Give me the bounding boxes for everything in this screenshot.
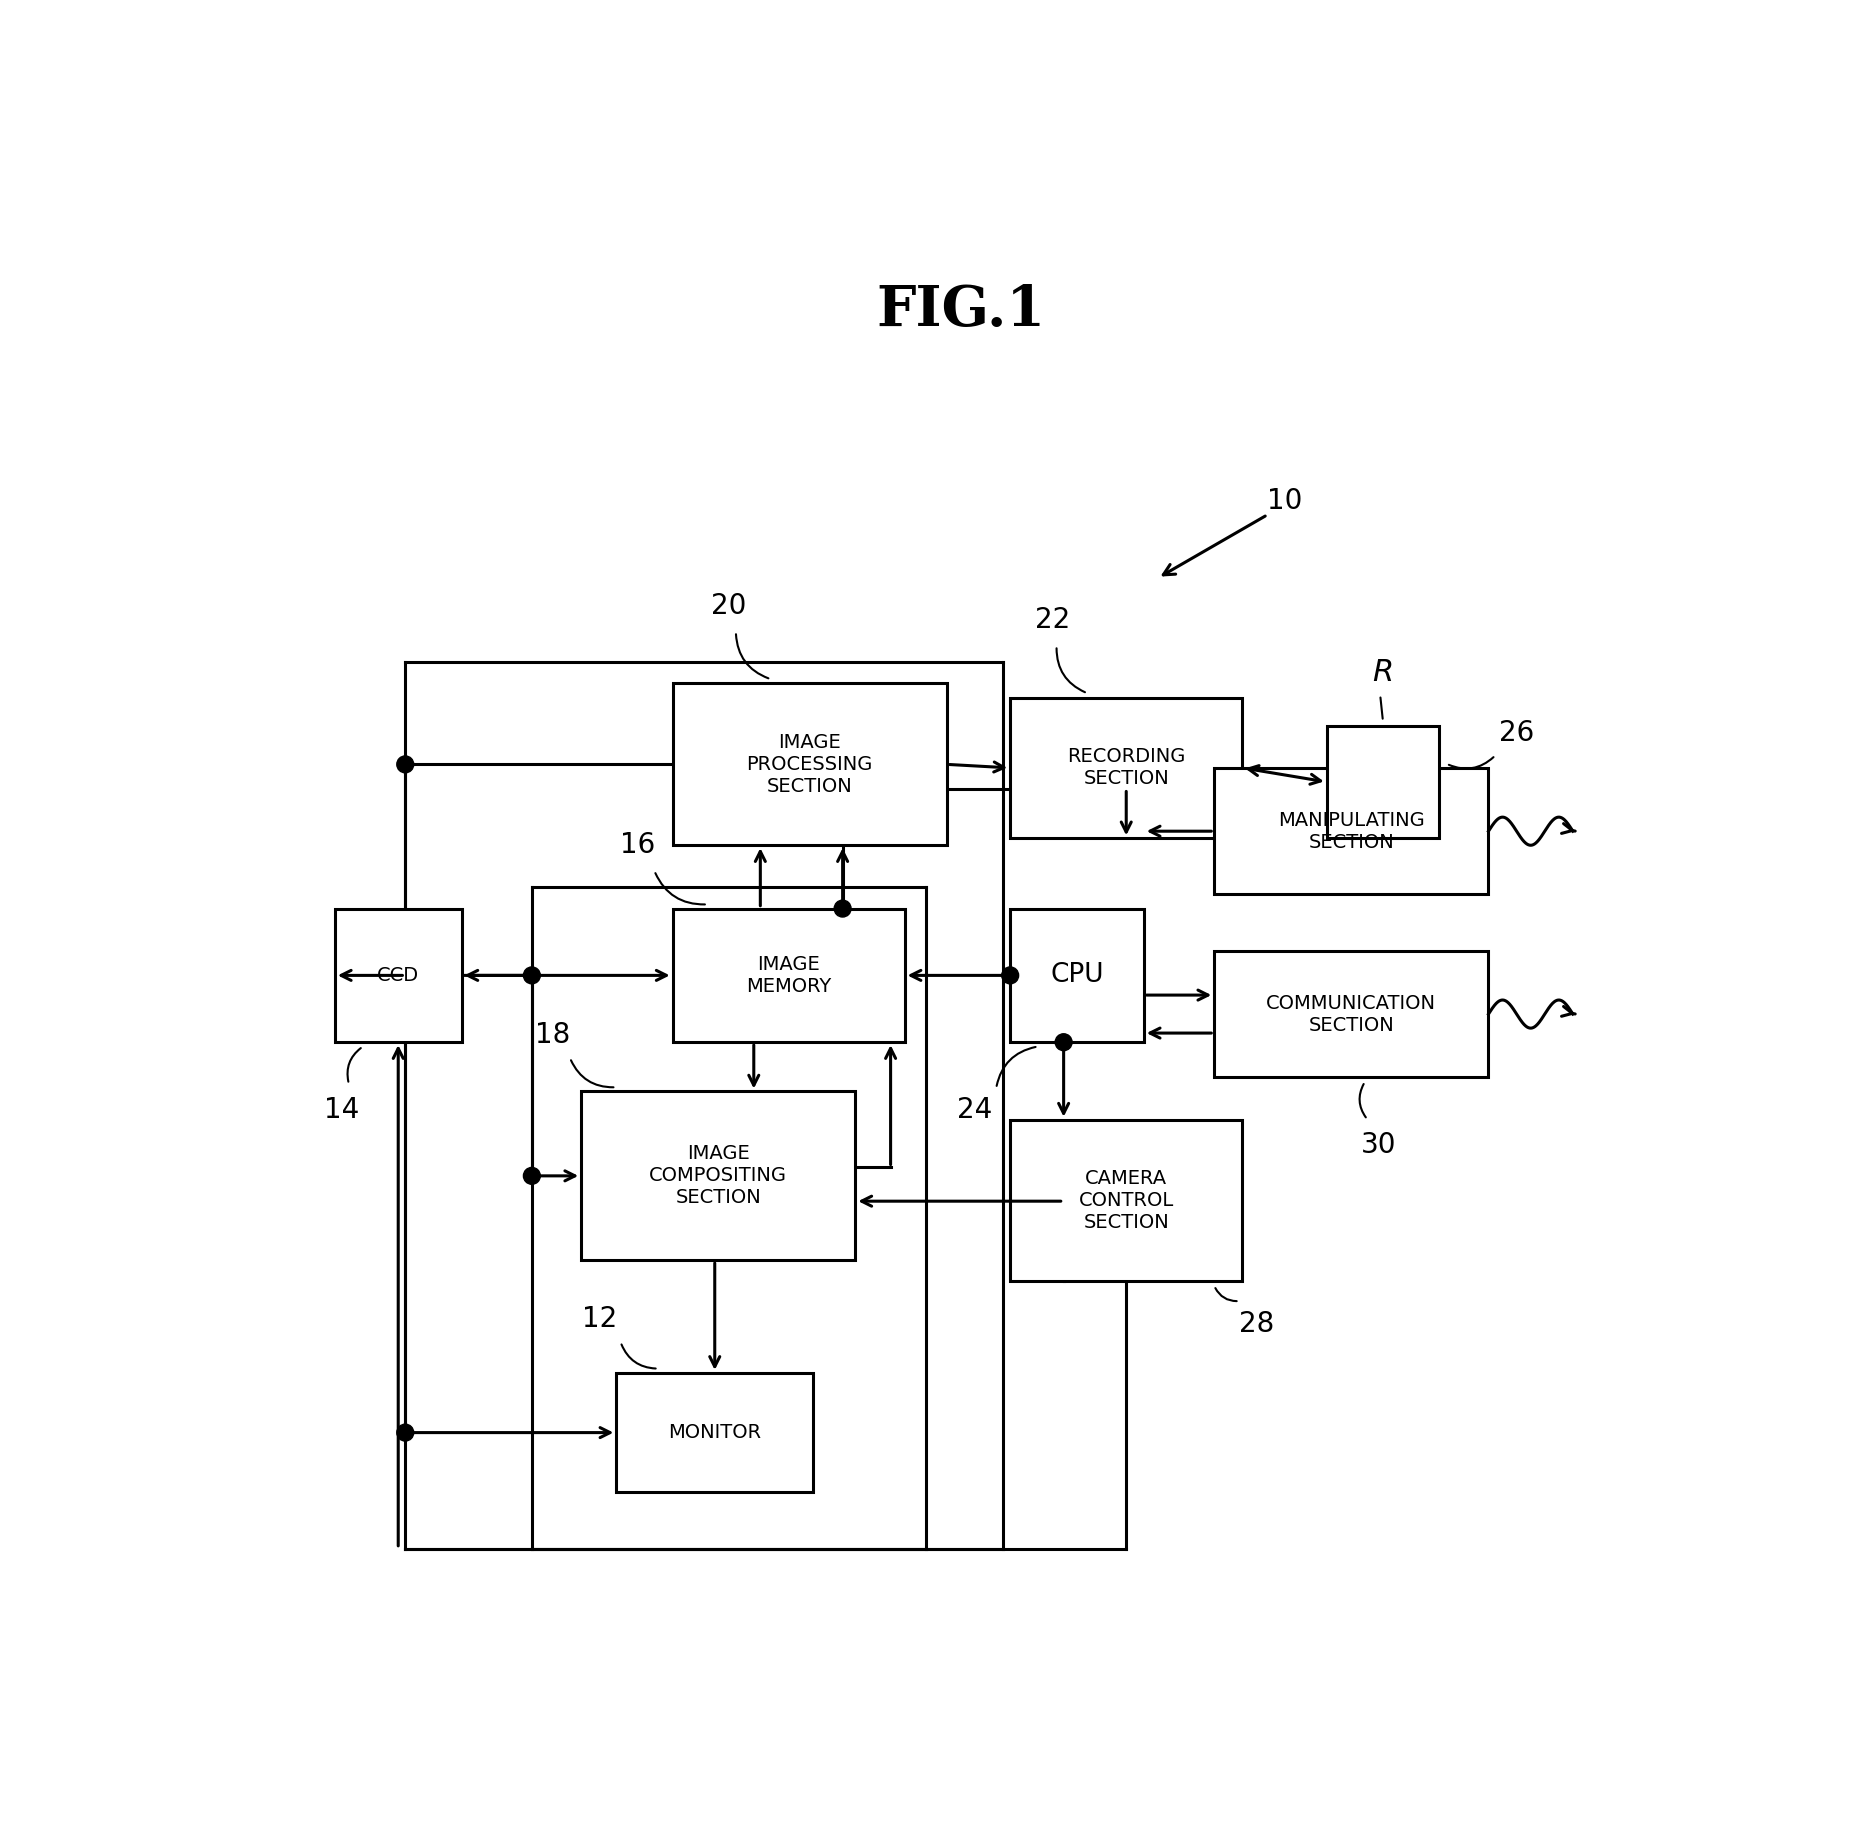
Text: 14: 14 <box>324 1096 360 1124</box>
Text: FIG.1: FIG.1 <box>876 283 1046 338</box>
FancyBboxPatch shape <box>1011 698 1243 839</box>
Circle shape <box>398 756 414 773</box>
Text: IMAGE
PROCESSING
SECTION: IMAGE PROCESSING SECTION <box>746 733 874 797</box>
Text: MANIPULATING
SECTION: MANIPULATING SECTION <box>1279 811 1425 851</box>
FancyBboxPatch shape <box>1215 767 1489 895</box>
Text: MONITOR: MONITOR <box>668 1423 761 1442</box>
FancyBboxPatch shape <box>1215 950 1489 1078</box>
Text: CCD: CCD <box>377 966 420 985</box>
Text: COMMUNICATION
SECTION: COMMUNICATION SECTION <box>1266 994 1436 1034</box>
Text: 22: 22 <box>1035 607 1071 634</box>
Circle shape <box>523 966 540 983</box>
Text: IMAGE
COMPOSITING
SECTION: IMAGE COMPOSITING SECTION <box>649 1144 788 1208</box>
FancyBboxPatch shape <box>336 908 461 1041</box>
Text: CAMERA
CONTROL
SECTION: CAMERA CONTROL SECTION <box>1078 1169 1174 1231</box>
Text: 24: 24 <box>958 1096 992 1124</box>
Text: 10: 10 <box>1268 486 1301 515</box>
FancyBboxPatch shape <box>581 1091 855 1261</box>
Text: 30: 30 <box>1361 1131 1397 1158</box>
Text: RECORDING
SECTION: RECORDING SECTION <box>1067 747 1185 789</box>
Circle shape <box>834 901 851 917</box>
Circle shape <box>523 1167 540 1184</box>
Circle shape <box>398 1425 414 1442</box>
FancyBboxPatch shape <box>1011 908 1144 1041</box>
FancyBboxPatch shape <box>673 683 947 846</box>
Text: 26: 26 <box>1498 718 1534 747</box>
Text: R: R <box>1372 658 1393 687</box>
FancyBboxPatch shape <box>673 908 904 1041</box>
Text: CPU: CPU <box>1050 963 1104 988</box>
Text: IMAGE
MEMORY: IMAGE MEMORY <box>746 956 831 996</box>
Circle shape <box>1056 1034 1072 1051</box>
Text: 20: 20 <box>711 592 746 619</box>
Text: 28: 28 <box>1239 1310 1273 1337</box>
Text: 12: 12 <box>581 1304 617 1334</box>
Circle shape <box>1001 966 1018 983</box>
Text: 18: 18 <box>536 1021 570 1049</box>
FancyBboxPatch shape <box>617 1372 814 1493</box>
FancyBboxPatch shape <box>1328 725 1440 839</box>
FancyBboxPatch shape <box>1011 1120 1243 1281</box>
Text: 16: 16 <box>621 831 654 859</box>
